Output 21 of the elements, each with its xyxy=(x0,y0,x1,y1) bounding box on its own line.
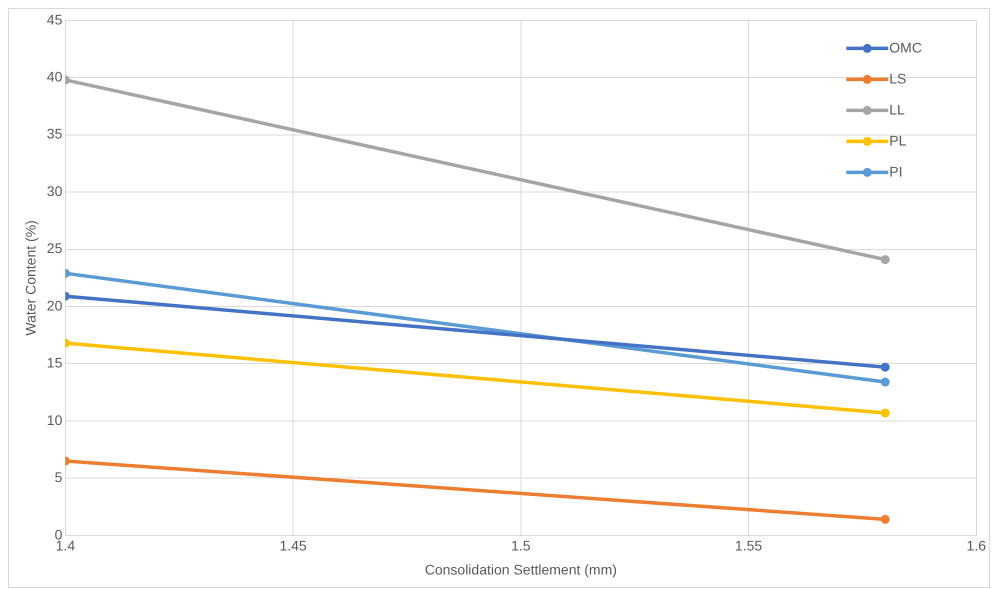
y-tick-label: 10 xyxy=(46,412,63,428)
y-axis-title: Water Content (%) xyxy=(22,220,38,336)
x-tick-label: 1.6 xyxy=(966,538,986,554)
y-tick-label: 30 xyxy=(46,182,63,199)
y-tick-label: 15 xyxy=(46,354,63,371)
y-tick-label: 5 xyxy=(54,469,63,486)
legend-label: LS xyxy=(889,70,906,86)
legend-label: PL xyxy=(889,132,907,148)
y-tick-label: 25 xyxy=(46,240,63,256)
y-tick-label: 20 xyxy=(46,297,63,314)
x-axis-title: Consolidation Settlement (mm) xyxy=(424,561,617,578)
x-tick-label: 1.55 xyxy=(734,538,762,554)
x-tick-label: 1.45 xyxy=(279,538,307,554)
legend-label: OMC xyxy=(889,39,922,56)
legend-label: PI xyxy=(889,163,903,180)
legend-label: LL xyxy=(889,101,906,118)
y-tick-label: 45 xyxy=(46,11,63,28)
y-tick-label: 0 xyxy=(54,526,63,542)
y-tick-label: 40 xyxy=(46,68,63,84)
y-tick-label: 35 xyxy=(46,126,63,142)
x-tick-label: 1.5 xyxy=(511,538,531,554)
